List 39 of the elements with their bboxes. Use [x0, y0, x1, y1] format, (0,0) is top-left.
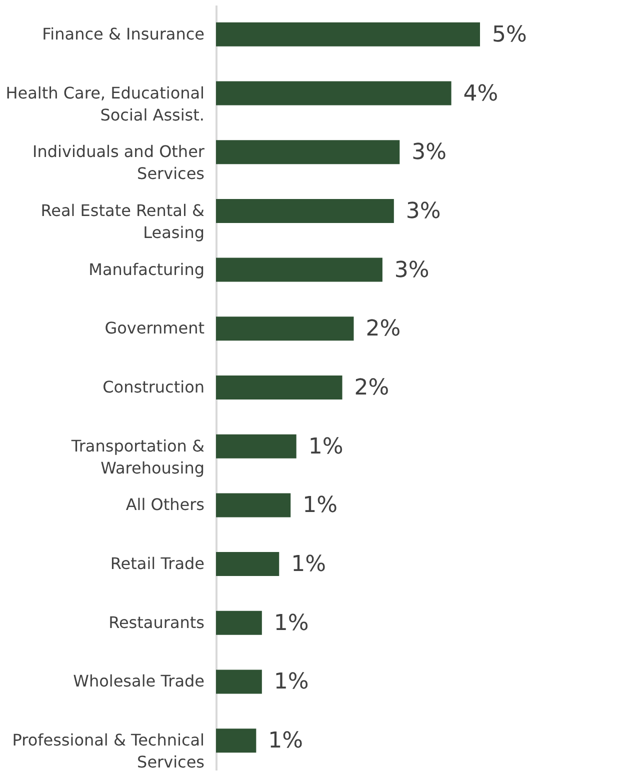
data-label: 2% — [354, 376, 390, 400]
data-label: 2% — [366, 316, 401, 342]
data-label: 1% — [274, 610, 309, 636]
y-tick-label: Professional & Technical Services — [12, 730, 204, 772]
bar — [216, 22, 480, 46]
data-label: 5% — [492, 22, 527, 48]
bar — [216, 434, 296, 458]
bar — [216, 316, 354, 341]
y-tick-label: Manufacturing — [88, 260, 204, 279]
data-label: 1% — [308, 434, 344, 460]
data-label: 1% — [291, 552, 326, 578]
data-label: 1% — [274, 670, 309, 695]
y-tick-label: All Others — [126, 495, 204, 514]
y-tick-label: Construction — [102, 378, 204, 396]
bar — [216, 258, 382, 282]
data-label: 4% — [463, 81, 498, 106]
bar — [216, 198, 394, 223]
y-tick-label: Individuals and Other Services — [32, 142, 205, 184]
bar — [216, 140, 400, 164]
y-tick-label: Government — [104, 318, 204, 338]
y-tick-label: Restaurants — [108, 612, 204, 632]
bar — [216, 728, 256, 753]
y-tick-label: Transportation & Warehousing — [70, 436, 204, 478]
bar — [216, 81, 452, 106]
y-tick-label: Real Estate Rental & Leasing — [40, 200, 204, 242]
bar — [216, 670, 262, 694]
data-label: 1% — [268, 728, 304, 754]
y-tick-label: Retail Trade — [110, 554, 204, 574]
bar — [216, 552, 280, 576]
data-label: 3% — [412, 140, 447, 166]
data-label: 1% — [302, 493, 338, 518]
data-label: 3% — [406, 198, 441, 224]
y-tick-label: Finance & Insurance — [42, 24, 204, 44]
y-tick-label: Wholesale Trade — [73, 672, 204, 691]
bar — [216, 610, 262, 635]
y-tick-label: Health Care, Educational Social Assist. — [6, 83, 204, 124]
data-label: 3% — [394, 258, 430, 283]
bar — [216, 493, 291, 518]
bar — [216, 376, 342, 400]
